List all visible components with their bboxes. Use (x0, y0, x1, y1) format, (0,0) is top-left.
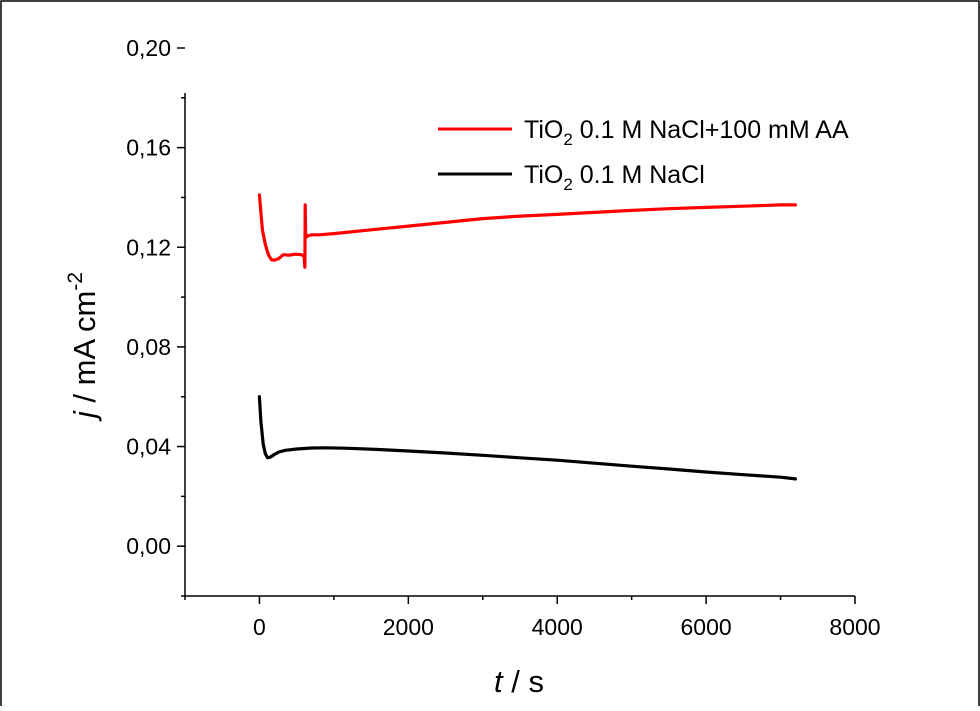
axis-ticks: 0 2000 4000 6000 8000 0,00 0,04 0,08 0,12 0,16 0,2… (126, 35, 880, 640)
y-tick-label: 0,20 (126, 35, 171, 61)
series-line-1 (257, 395, 798, 481)
legend-label-1-rest: 0.1 M NaCl (573, 161, 705, 189)
legend-label-0-rest: 0.1 M NaCl+100 mM AA (573, 116, 849, 144)
y-axis-title-sup: -2 (64, 272, 87, 291)
y-tick-label: 0,12 (126, 234, 171, 260)
legend-label-0-main: TiO (524, 116, 563, 144)
y-axis-title-rest: / mA cm (67, 291, 102, 412)
x-tick-label: 4000 (532, 614, 583, 640)
legend-label-0: TiO2 0.1 M NaCl+100 mM AA (524, 116, 849, 149)
y-tick-label: 0,00 (126, 533, 171, 559)
x-tick-label: 0 (253, 614, 266, 640)
x-axis-title: t / s (494, 664, 544, 699)
y-tick-label: 0,16 (126, 135, 171, 161)
legend: TiO2 0.1 M NaCl+100 mM AA TiO2 0.1 M NaC… (438, 116, 849, 194)
x-axis-title-italic: t (494, 664, 504, 699)
series-layer (257, 193, 798, 481)
x-axis-title-rest: / s (503, 664, 544, 699)
legend-label-1: TiO2 0.1 M NaCl (524, 161, 705, 194)
x-tick-label: 6000 (681, 614, 732, 640)
y-tick-label: 0,08 (126, 334, 171, 360)
x-tick-label: 8000 (829, 614, 880, 640)
y-axis-title: j / mA cm-2 (64, 272, 102, 422)
legend-label-1-sub: 2 (563, 175, 572, 194)
x-tick-label: 2000 (383, 614, 434, 640)
y-tick-label: 0,04 (126, 434, 171, 460)
legend-label-1-main: TiO (524, 161, 563, 189)
series-line-0 (257, 193, 798, 269)
legend-label-0-sub: 2 (563, 130, 572, 149)
